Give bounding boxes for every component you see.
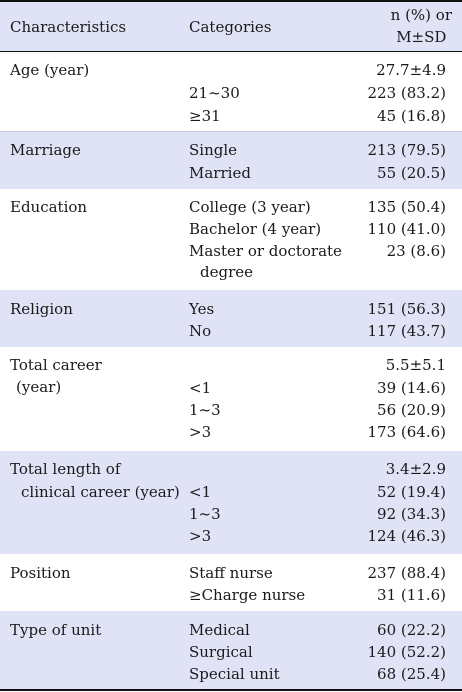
group-value: 45 (16.8)	[377, 107, 446, 125]
group-category: Medical	[189, 621, 250, 639]
group-label: Marriage	[10, 141, 81, 159]
header-value: n (%) or M±SD	[391, 4, 452, 48]
row-separator	[0, 131, 462, 132]
group-category: 21~30	[189, 84, 240, 102]
group-total-career: Total career 5.5±5.1 (year) <1 39 (14.6)…	[0, 347, 462, 451]
group-type-of-unit: Type of unit Medical 60 (22.2) Surgical …	[0, 611, 462, 689]
group-category: Married	[189, 164, 251, 182]
group-value: 5.5±5.1	[385, 356, 446, 374]
group-category: Single	[189, 141, 238, 159]
group-position: Position Staff nurse 237 (88.4) ≥Charge …	[0, 554, 462, 611]
group-category: Staff nurse	[189, 564, 273, 582]
group-category: ≥Charge nurse	[189, 586, 306, 604]
group-category-line2: degree	[200, 263, 254, 281]
group-label: Type of unit	[10, 621, 102, 639]
group-category: Surgical	[189, 643, 253, 661]
table-bottom-rule	[0, 689, 462, 691]
group-value: 237 (88.4)	[367, 564, 446, 582]
group-value: 55 (20.5)	[377, 164, 446, 182]
group-value: 68 (25.4)	[377, 665, 446, 683]
group-category: <1	[189, 379, 212, 397]
group-category: <1	[189, 483, 212, 501]
group-label: Age (year)	[10, 61, 90, 79]
group-value: 173 (64.6)	[367, 423, 446, 441]
group-value: 117 (43.7)	[367, 322, 446, 340]
group-value: 140 (52.2)	[367, 643, 446, 661]
group-religion: Religion Yes 151 (56.3) No 117 (43.7)	[0, 290, 462, 347]
group-value: 56 (20.9)	[377, 401, 446, 419]
group-value: 110 (41.0)	[367, 220, 446, 238]
header-value-line2: M±SD	[396, 28, 447, 46]
header-value-line1: n (%) or	[390, 6, 452, 24]
header-categories: Categories	[189, 18, 272, 36]
table-header: Characteristics Categories n (%) or M±SD	[0, 2, 462, 52]
group-clinical-career: Total length of 3.4±2.9 clinical career …	[0, 451, 462, 554]
group-value: 213 (79.5)	[367, 141, 446, 159]
table-top-rule	[0, 0, 462, 2]
group-category: ≥31	[189, 107, 221, 125]
group-value: 151 (56.3)	[367, 300, 446, 318]
group-label: Total length of	[10, 460, 121, 478]
group-value: 92 (34.3)	[377, 505, 446, 523]
group-label: Total career	[10, 356, 102, 374]
group-value: 124 (46.3)	[367, 527, 446, 545]
group-label-line2: clinical career (year)	[21, 483, 180, 501]
group-category: 1~3	[189, 505, 221, 523]
group-label-line2: (year)	[16, 378, 62, 396]
group-category: Yes	[189, 300, 215, 318]
group-education: Education College (3 year) 135 (50.4) Ba…	[0, 189, 462, 290]
group-value: 135 (50.4)	[367, 198, 446, 216]
group-value: 3.4±2.9	[385, 460, 446, 478]
group-value: 23 (8.6)	[386, 242, 446, 260]
group-value: 27.7±4.9	[376, 61, 446, 79]
group-category: Master or doctorate	[189, 242, 342, 260]
group-category: No	[189, 322, 212, 340]
group-value: 52 (19.4)	[377, 483, 446, 501]
group-value: 31 (11.6)	[377, 586, 446, 604]
group-category: Special unit	[189, 665, 280, 683]
group-label: Education	[10, 198, 88, 216]
group-category: >3	[189, 423, 212, 441]
group-marriage: Marriage Single 213 (79.5) Married 55 (2…	[0, 132, 462, 189]
group-age: Age (year) 27.7±4.9 21~30 223 (83.2) ≥31…	[0, 52, 462, 132]
group-category: >3	[189, 527, 212, 545]
header-characteristics: Characteristics	[10, 18, 127, 36]
group-label: Position	[10, 564, 71, 582]
group-category: Bachelor (4 year)	[189, 220, 322, 238]
group-value: 39 (14.6)	[377, 379, 446, 397]
group-label: Religion	[10, 300, 73, 318]
group-category: College (3 year)	[189, 198, 311, 216]
group-value: 223 (83.2)	[367, 84, 446, 102]
group-category: 1~3	[189, 401, 221, 419]
group-value: 60 (22.2)	[377, 621, 446, 639]
